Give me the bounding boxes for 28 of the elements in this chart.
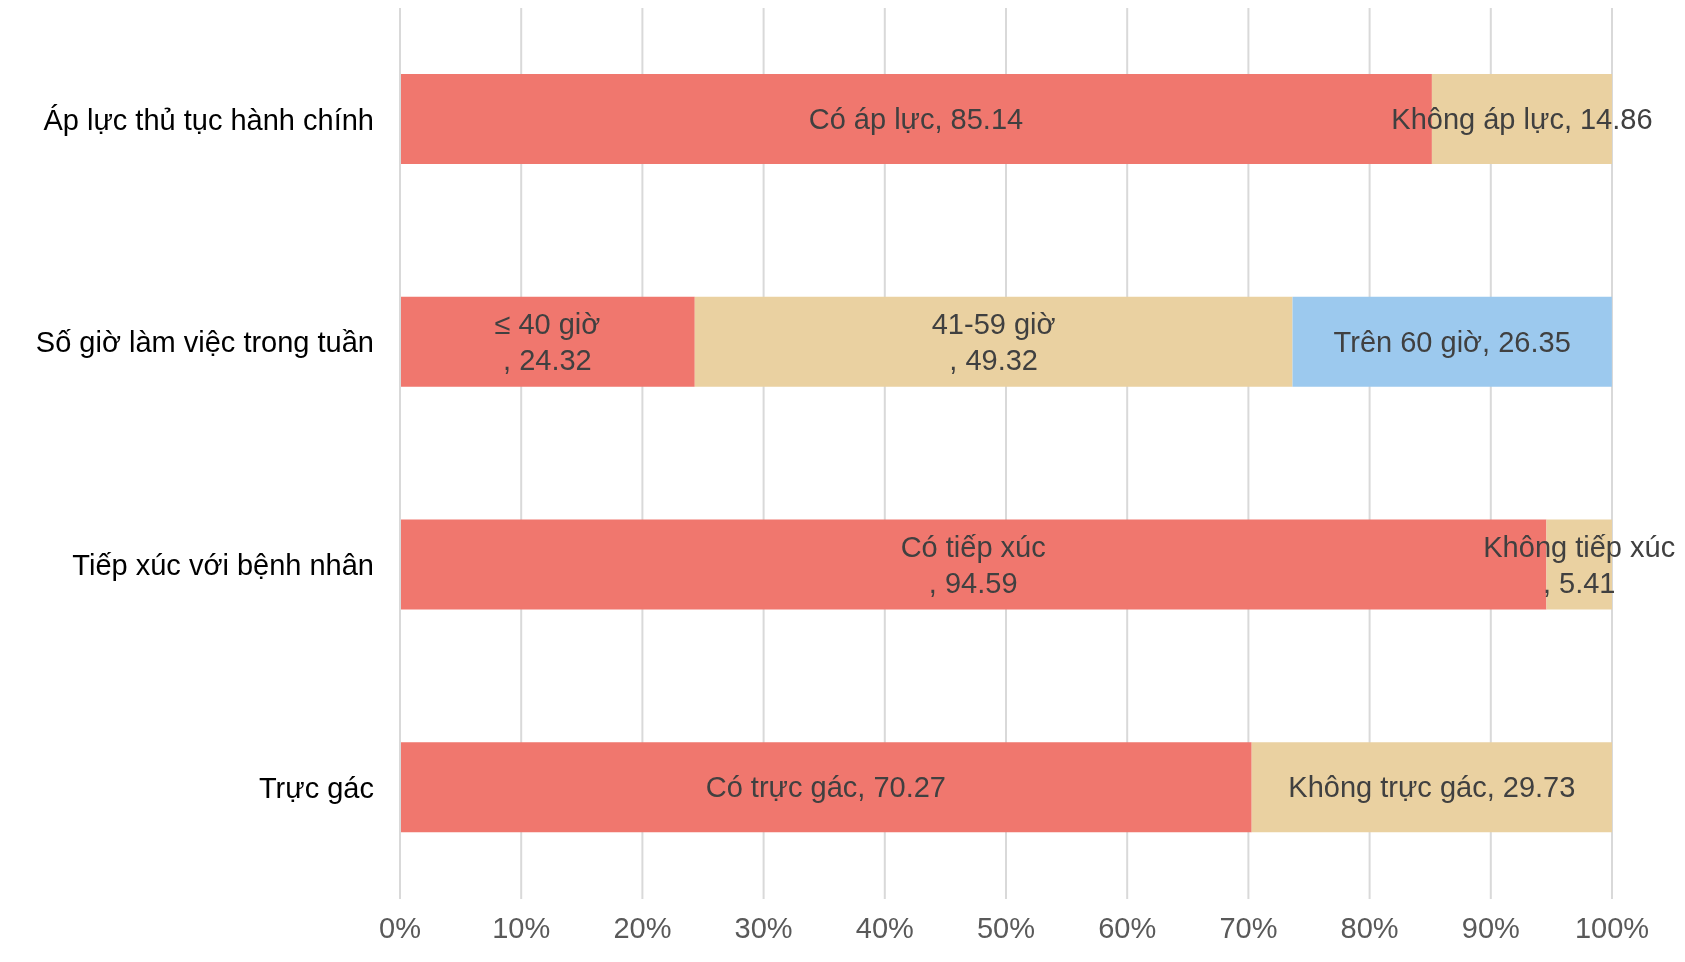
data-label: 41-59 giờ , 49.32: [931, 307, 1056, 376]
data-label: Có trực gác, 70.27: [705, 771, 946, 804]
data-label: Có áp lực, 85.14: [808, 103, 1024, 135]
x-tick-label: 50%: [976, 911, 1036, 944]
bar: [400, 742, 1252, 833]
x-tick-label: 80%: [1340, 911, 1399, 944]
y-tick-label: Số giờ làm việc trong tuần: [35, 326, 374, 359]
x-tick-label: 90%: [1461, 911, 1520, 944]
y-tick-label: Áp lực thủ tục hành chính: [43, 103, 374, 136]
bar: [1292, 296, 1612, 387]
bar: [400, 296, 695, 387]
x-tick-label: 20%: [613, 911, 672, 944]
x-tick-label: 30%: [734, 911, 793, 944]
data-label: Không trực gác, 29.73: [1288, 771, 1576, 804]
x-tick-label: 40%: [855, 911, 914, 944]
y-tick-label: Tiếp xúc với bệnh nhân: [72, 549, 374, 582]
x-tick-label: 10%: [492, 911, 551, 944]
data-label: Có tiếp xúc , 94.59: [900, 530, 1046, 599]
x-tick-label: 70%: [1219, 911, 1278, 944]
y-tick-label: Trực gác: [258, 771, 374, 804]
data-label: Không áp lực, 14.86: [1391, 103, 1653, 135]
x-tick-label: 0%: [379, 911, 421, 944]
x-tick-label: 100%: [1574, 911, 1650, 944]
data-label: ≤ 40 giờ , 24.32: [494, 307, 601, 376]
bar: [694, 296, 1293, 387]
data-label: Trên 60 giờ, 26.35: [1333, 325, 1571, 358]
x-tick-label: 60%: [1098, 911, 1157, 944]
bar: [1251, 742, 1612, 833]
